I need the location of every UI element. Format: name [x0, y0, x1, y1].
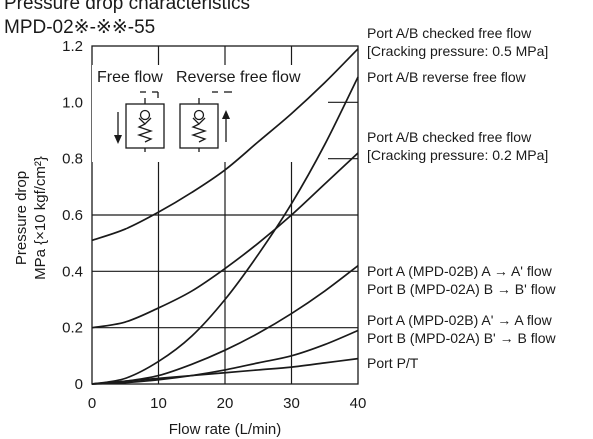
series-label-5: Port B (MPD-02A) B' → B flow	[367, 330, 556, 346]
y-axis-label-line2: MPa {×10 kgf/cm²}	[32, 156, 49, 280]
y-tick-label: 1.2	[62, 38, 83, 55]
data-series	[91, 48, 359, 385]
x-tick-label: 30	[283, 395, 300, 412]
series-line-3	[91, 152, 359, 329]
series-labels: Port A/B checked free flow [Cracking pres…	[367, 25, 556, 371]
series-label-3: Port A/B checked free flow	[367, 129, 532, 145]
y-tick-label: 0.6	[62, 207, 83, 224]
chart-model-number: MPD-02※-※※-55	[4, 17, 155, 38]
series-line-2	[91, 76, 359, 385]
series-label-6: Port P/T	[367, 355, 419, 371]
series-line-5	[91, 329, 359, 385]
series-line-6	[91, 357, 359, 385]
y-tick-label: 1.0	[62, 94, 83, 111]
series-label-3: [Cracking pressure: 0.2 MPa]	[367, 147, 548, 163]
series-line-1	[91, 48, 359, 242]
chart-title: Pressure drop characteristics	[4, 0, 250, 14]
valve-inset: Free flow Reverse free flow	[92, 65, 328, 162]
series-label-1: [Cracking pressure: 0.5 MPa]	[367, 43, 548, 59]
series-label-4: Port A (MPD-02B) A → A' flow	[367, 263, 553, 279]
x-axis-label: Flow rate (L/min)	[169, 421, 282, 438]
y-tick-label: 0.4	[62, 263, 83, 280]
series-label-4: Port B (MPD-02A) B → B' flow	[367, 281, 556, 297]
arrow-down-icon	[114, 135, 122, 144]
x-tick-label: 20	[217, 395, 234, 412]
inset-reverse-flow-label: Reverse free flow	[176, 69, 301, 86]
arrow-up-icon	[222, 110, 230, 119]
series-label-1: Port A/B checked free flow	[367, 25, 532, 41]
x-tick-label: 10	[150, 395, 167, 412]
series-label-5: Port A (MPD-02B) A' → A flow	[367, 312, 553, 328]
y-tick-label: 0.2	[62, 320, 83, 337]
y-tick-label: 0	[75, 376, 83, 393]
check-valve-free-flow-symbol	[114, 91, 165, 152]
check-valve-reverse-flow-symbol	[179, 91, 232, 152]
axis-ticks: 0 0.2 0.4 0.6 0.8 1.0 1.2 0 10 20 30 40	[62, 38, 366, 412]
x-tick-label: 40	[350, 395, 367, 412]
y-tick-label: 0.8	[62, 151, 83, 168]
y-axis-label-line1: Pressure drop	[13, 171, 30, 265]
inset-background	[92, 65, 328, 162]
series-label-2: Port A/B reverse free flow	[367, 69, 527, 85]
x-tick-label: 0	[88, 395, 96, 412]
inset-free-flow-label: Free flow	[97, 69, 163, 86]
